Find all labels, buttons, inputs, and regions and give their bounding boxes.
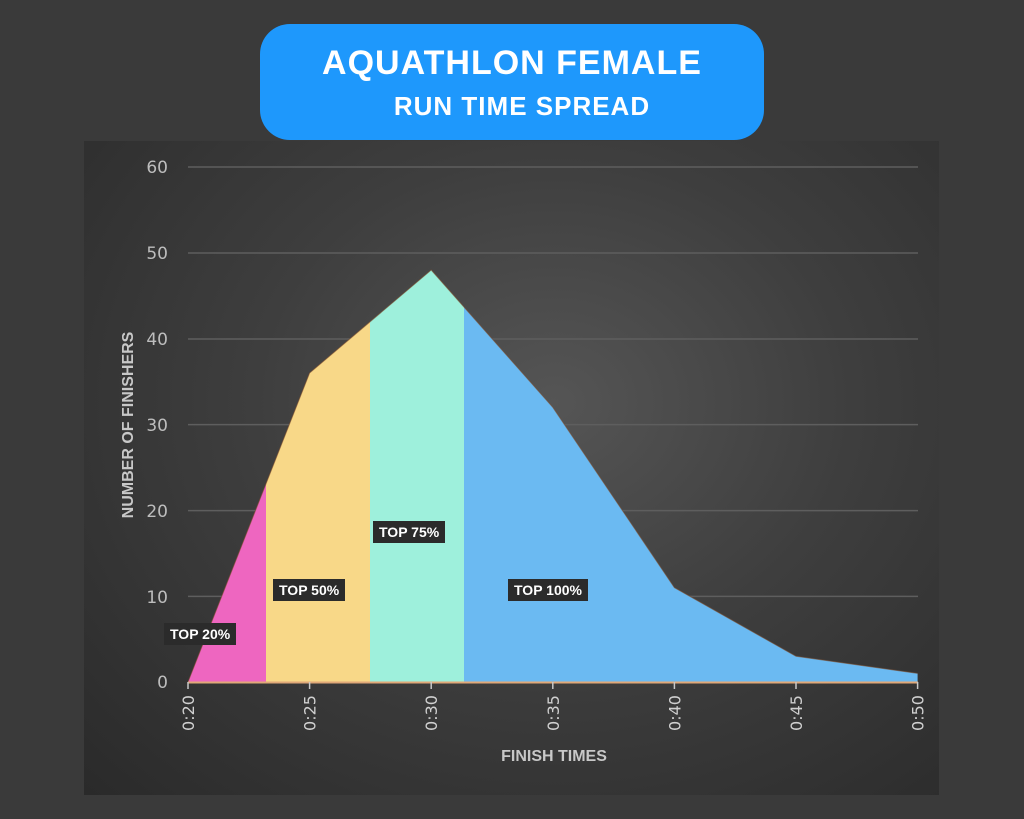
x-tick-0-25: 0:25: [301, 695, 320, 731]
chart-title: AQUATHLON FEMALE: [322, 44, 702, 82]
y-tick-40: 40: [146, 330, 168, 350]
chart-subtitle: RUN TIME SPREAD: [393, 91, 651, 121]
x-tick-0-35: 0:35: [544, 695, 563, 731]
x-tick-0-20: 0:20: [179, 695, 198, 731]
label-top100: TOP 100%: [508, 579, 588, 601]
x-tick-0-50: 0:50: [909, 695, 928, 731]
x-tick-0-45: 0:45: [787, 695, 806, 731]
y-tick-50: 50: [146, 244, 168, 264]
chart-title-banner: AQUATHLON FEMALE RUN TIME SPREAD: [260, 24, 764, 140]
y-axis-ticks: 60 50 40 30 20 10 0: [146, 158, 168, 693]
band-top20: [188, 270, 266, 682]
label-top20: TOP 20%: [164, 623, 237, 645]
y-tick-60: 60: [146, 158, 168, 178]
x-axis-tick-labels: 0:20 0:25 0:30 0:35 0:40 0:45 0:50: [179, 695, 928, 731]
area-outline: [187, 269, 918, 683]
x-axis-title: FINISH TIMES: [501, 748, 607, 765]
x-tick-0-30: 0:30: [422, 695, 441, 731]
y-tick-10: 10: [146, 588, 168, 608]
chart-panel: 60 50 40 30 20 10 0 0:20 0:25 0:30 0:35 …: [84, 141, 939, 795]
x-tick-0-40: 0:40: [665, 695, 684, 731]
y-axis-title: NUMBER OF FINISHERS: [120, 331, 137, 518]
label-top50: TOP 50%: [273, 579, 346, 601]
area-chart: 60 50 40 30 20 10 0 0:20 0:25 0:30 0:35 …: [120, 158, 928, 765]
band-top75: [370, 270, 464, 682]
label-top75: TOP 75%: [373, 521, 446, 543]
x-axis-ticks: [187, 682, 919, 689]
y-tick-20: 20: [146, 502, 168, 522]
y-tick-30: 30: [146, 416, 168, 436]
y-tick-0: 0: [157, 673, 168, 693]
